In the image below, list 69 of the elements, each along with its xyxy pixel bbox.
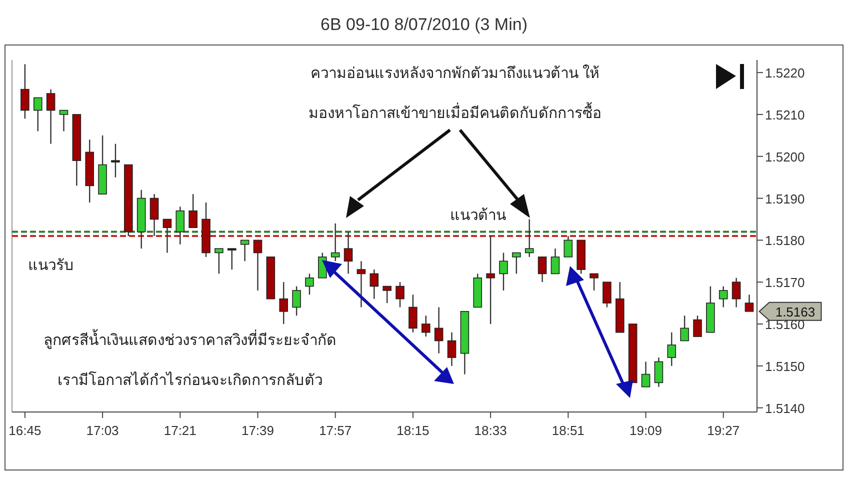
candlestick — [718, 286, 728, 308]
candlestick — [550, 248, 560, 274]
candlestick — [421, 315, 430, 338]
candlestick — [33, 97, 42, 132]
x-tick-label: 18:33 — [474, 423, 507, 438]
candlestick — [188, 193, 198, 228]
candlestick — [499, 252, 508, 292]
candlestick — [538, 256, 547, 283]
candlestick — [59, 110, 68, 132]
candlestick — [732, 277, 741, 308]
x-tick-label: 16:45 — [8, 423, 42, 438]
y-tick-label: 1.5220 — [765, 66, 805, 81]
candlestick — [602, 281, 612, 308]
annotation: เรามีโอกาสได้กำไรก่อนจะเกิดการกลับตัว — [58, 371, 322, 389]
x-tick-label: 19:27 — [707, 423, 740, 438]
candlestick — [150, 193, 159, 237]
candlestick — [564, 235, 573, 258]
candlestick — [356, 260, 366, 308]
candlestick — [396, 281, 404, 308]
candlestick — [693, 315, 702, 338]
annotation: ลูกศรสีน้ำเงินแสดงช่วงราคาสวิงที่มีระยะจำกัด — [44, 329, 336, 349]
annotation: มองหาโอกาสเข้าขายเมื่อมีคนติดกับดักการซื้อ — [308, 102, 602, 122]
candlestick — [590, 273, 598, 292]
annotation: 1.5163 — [775, 304, 816, 320]
candlestick — [524, 218, 534, 258]
x-tick-label: 19:09 — [629, 423, 662, 438]
candlestick — [279, 281, 288, 325]
candlestick — [227, 248, 236, 270]
candlestick — [447, 332, 456, 367]
candlestick — [292, 286, 301, 316]
y-tick-label: 1.5210 — [765, 107, 805, 122]
candlestick — [162, 218, 172, 254]
candlestick — [20, 64, 30, 120]
candlestick — [111, 143, 120, 178]
candlestick — [667, 332, 676, 367]
candlestick — [214, 248, 224, 274]
x-tick-label: 17:39 — [241, 423, 274, 438]
x-tick-label: 17:21 — [164, 423, 196, 438]
y-tick-label: 1.5180 — [765, 233, 805, 248]
x-tick-label: 17:57 — [319, 423, 352, 438]
candlestick — [240, 240, 250, 262]
annotation: ความอ่อนแรงหลังจากพักตัวมาถึงแนวต้าน ให้ — [310, 64, 600, 82]
candlestick — [654, 356, 664, 388]
ref-line-label: แนวรับ — [28, 257, 74, 274]
x-tick-label: 17:03 — [86, 423, 119, 438]
candlestick — [512, 252, 521, 274]
candlestick — [305, 273, 314, 296]
y-tick-label: 1.5170 — [765, 275, 805, 290]
y-tick-label: 1.5200 — [765, 149, 805, 164]
chart-title: 6B 09-10 8/07/2010 (3 Min) — [320, 15, 528, 34]
candlestick — [344, 231, 353, 274]
candlestick — [253, 240, 262, 292]
x-tick-label: 18:15 — [396, 423, 430, 438]
ref-line-label: แนวต้าน — [450, 207, 506, 224]
candlestick — [176, 206, 185, 245]
candlestick — [744, 294, 754, 312]
y-tick-label: 1.5150 — [765, 358, 805, 374]
candlestick — [434, 306, 444, 354]
candlestick — [408, 294, 418, 333]
candlestick — [641, 361, 650, 388]
candlestick — [486, 235, 495, 325]
candlestick — [46, 88, 56, 144]
candlestick — [382, 286, 392, 304]
y-tick-label: 1.5140 — [765, 400, 805, 416]
candlestick — [680, 315, 689, 342]
candlestick — [330, 222, 340, 262]
y-tick-label: 1.5190 — [765, 191, 805, 206]
candlestick — [370, 268, 379, 300]
x-tick-label: 18:51 — [552, 423, 584, 438]
